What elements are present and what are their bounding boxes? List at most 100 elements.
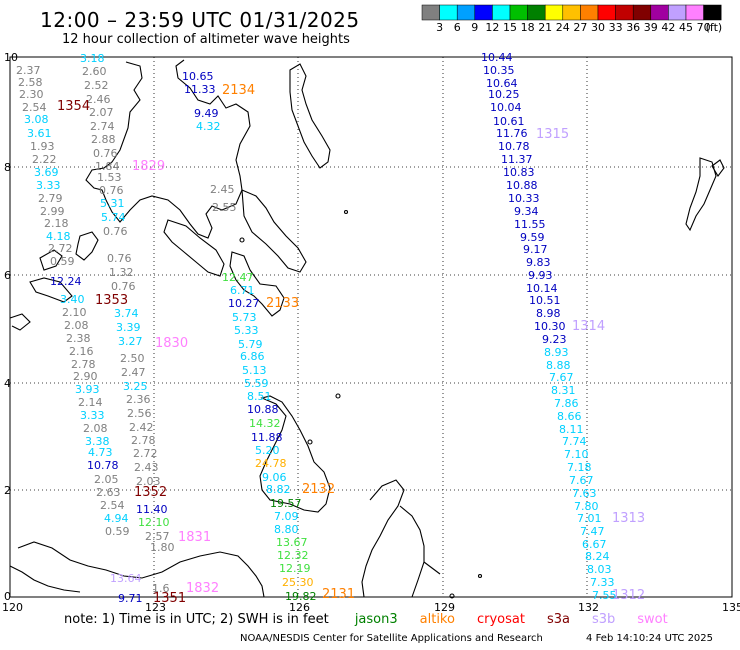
wave-height-value: 2.88 [91,133,116,146]
wave-height-value: 10.27 [228,297,260,310]
legend-swatch [597,4,616,21]
wave-height-value: 9.06 [262,471,287,484]
wave-height-value: 2.14 [78,396,103,409]
legend-label: 27 [573,21,587,34]
wave-height-value: 9.23 [542,333,567,346]
wave-height-value: 10.88 [506,179,538,192]
x-tick: 132 [578,601,599,614]
wave-height-value: 6.67 [582,538,607,551]
track-number: 1313 [612,511,645,526]
wave-height-value: 2.56 [127,407,152,420]
track-number: 1354 [57,99,90,114]
wave-height-value: 19.57 [270,497,302,510]
wave-height-value: 5.13 [242,364,267,377]
wave-height-value: 7.10 [564,448,589,461]
wave-height-value: 3.69 [34,166,59,179]
wave-height-value: 5.33 [234,324,259,337]
legend-swatch [439,4,458,21]
wave-height-value: 2.36 [126,393,151,406]
wave-height-value: 7.55 [592,589,617,602]
legend-swatch [421,4,440,21]
legend-swatch [632,4,652,21]
legend-label: 33 [609,21,623,34]
y-tick: 6 [4,269,11,282]
wave-height-value: 2.72 [48,242,73,255]
legend-swatch [580,4,599,21]
wave-height-value: 7.63 [572,487,597,500]
page-subtitle: 12 hour collection of altimeter wave hei… [62,32,350,47]
wave-height-value: 3.18 [80,52,105,65]
track-number: 1312 [612,588,645,603]
legend-swatch [492,4,511,21]
wave-height-value: 3.27 [118,335,143,348]
wave-height-value: 9.17 [523,243,548,256]
wave-height-value: 5.31 [100,197,125,210]
grid-lines [10,57,732,597]
wave-height-value: 0.76 [107,252,132,265]
wave-height-value: 10.64 [486,77,518,90]
y-tick: 10 [4,51,18,64]
wave-height-value: 3.40 [60,293,85,306]
wave-height-value: 2.46 [86,93,111,106]
wave-height-value: 14.32 [249,417,281,430]
legend-swatch [456,4,476,21]
wave-height-value: 0.76 [99,184,124,197]
satellite-s3a: s3a [546,612,570,627]
wave-height-value: 3.93 [75,383,100,396]
wave-height-value: 6.86 [240,350,265,363]
x-tick: 126 [289,601,310,614]
wave-height-value: 10.65 [182,70,214,83]
wave-height-value: 9.59 [520,231,545,244]
track-number: 2134 [222,83,255,98]
wave-height-value: 8.03 [587,563,612,576]
wave-height-value: 2.30 [19,88,44,101]
credit-line: NOAA/NESDIS Center for Satellite Applica… [240,633,713,644]
wave-height-value: 9.71 [118,592,143,605]
track-number: 1314 [572,319,605,334]
satellite-s3b: s3b [591,612,616,627]
wave-height-value: 7.67 [549,371,574,384]
wave-height-value: 0.59 [105,525,130,538]
wave-height-value: 4.32 [196,120,221,133]
wave-height-value: 10.25 [488,88,520,101]
wave-height-value: 12.10 [138,516,170,529]
wave-height-value: 2.57 [145,530,170,543]
wave-height-value: 7.74 [562,435,587,448]
footnote: note: 1) Time is in UTC; 2) SWH is in fe… [64,612,712,627]
wave-height-value: 1.80 [150,541,175,554]
wave-height-value: 8.98 [536,307,561,320]
wave-height-value: 2.47 [121,366,146,379]
wave-height-value: 5.20 [255,444,280,457]
wave-height-value: 10.35 [483,64,515,77]
wave-height-value: 10.51 [529,294,561,307]
wave-height-value: 5.73 [232,311,257,324]
legend-swatch [509,4,528,21]
wave-height-value: 2.90 [73,370,98,383]
wave-height-value: 3.39 [116,321,141,334]
wave-height-points: 3.18 2.37 2.60 2.58 2.52 2.30 2.46 2.54 2.07 3.08… [16,51,617,605]
wave-height-value: 10.78 [87,459,119,472]
wave-height-value: 12.47 [222,271,254,284]
legend-swatch [474,4,493,21]
wave-height-value: 2.52 [84,79,109,92]
wave-height-value: 0.76 [111,280,136,293]
wave-height-value: 5.59 [244,377,269,390]
legend-label: 18 [521,21,535,34]
wave-height-value: 2.54 [100,499,125,512]
wave-height-value: 2.78 [71,358,96,371]
wave-height-value: 4.73 [88,446,113,459]
wave-height-value: 8.88 [546,359,571,372]
satellite-swot: swot [637,612,668,627]
x-tick: 129 [434,601,455,614]
legend-label: 30 [591,21,605,34]
wave-height-value: 24.78 [255,457,287,470]
timestamp: 4 Feb 14:10:24 UTC 2025 [586,633,714,644]
legend-swatch [703,4,722,21]
satellite-list: jason3 altiko cryosat s3a s3b swot [355,612,690,627]
wave-height-value: 10.33 [508,192,540,205]
wave-height-value: 5.74 [101,211,126,224]
wave-height-value: 2.08 [64,319,89,332]
wave-height-value: 2.18 [44,217,69,230]
wave-height-value: 25.30 [282,576,314,589]
track-number: 2132 [302,482,335,497]
